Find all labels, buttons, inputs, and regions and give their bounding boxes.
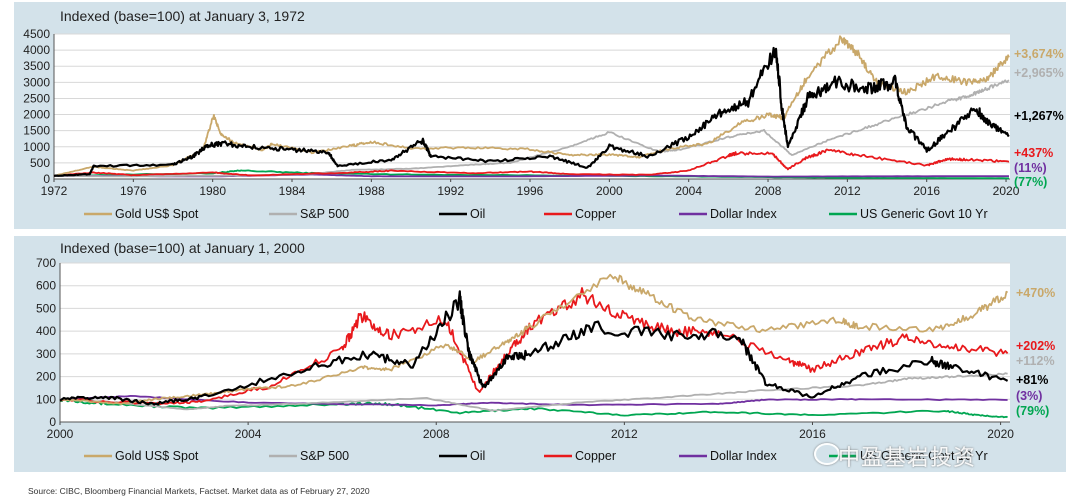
end-label-copper: +437%	[1014, 146, 1053, 160]
legend-label-tenyr: US Generic Govt 10 Yr	[860, 207, 988, 221]
x-tick-label: 2004	[675, 184, 702, 198]
x-tick-label: 1984	[279, 184, 306, 198]
y-tick-label: 3500	[23, 59, 50, 73]
end-label-copper: +202%	[1016, 339, 1055, 353]
wechat-icon	[814, 443, 840, 465]
y-tick-label: 600	[36, 279, 56, 293]
x-tick-label: 2020	[987, 427, 1014, 441]
y-tick-label: 1500	[23, 124, 50, 138]
end-label-oil: +81%	[1016, 373, 1048, 387]
y-tick-label: 400	[36, 324, 56, 338]
end-label-gold: +3,674%	[1014, 47, 1064, 61]
x-tick-label: 2012	[834, 184, 861, 198]
x-tick-label: 2008	[755, 184, 782, 198]
x-tick-label: 1980	[199, 184, 226, 198]
chart-panel-1972: Indexed (base=100) at January 3, 1972 0 5…	[14, 2, 1066, 229]
y-tick-label: 1000	[23, 140, 50, 154]
y-tick-label: 0	[49, 415, 56, 429]
x-tick-label: 2004	[235, 427, 262, 441]
end-label-dollar: (11%)	[1014, 161, 1047, 175]
legend-label-gold: Gold US$ Spot	[115, 449, 199, 463]
chart-title: Indexed (base=100) at January 3, 1972	[60, 8, 305, 24]
y-tick-label: 200	[36, 370, 56, 384]
chart-title: Indexed (base=100) at January 1, 2000	[60, 240, 305, 256]
end-label-gold: +470%	[1016, 286, 1055, 300]
series-line-oil	[53, 46, 1010, 178]
x-tick-label: 1972	[41, 184, 68, 198]
y-tick-label: 3000	[23, 75, 50, 89]
series-line-sp500	[59, 372, 1008, 412]
plot-area	[60, 263, 1010, 422]
legend-label-sp500: S&P 500	[300, 449, 349, 463]
legend-label-sp500: S&P 500	[300, 207, 349, 221]
legend-label-oil: Oil	[470, 449, 485, 463]
series-line-tenyr	[53, 169, 1009, 180]
legend-label-tenyr: US Generic Govt 10 Yr	[860, 449, 988, 463]
chart-1972-svg: 0 500 1000 1500 2000 2500 3000 3500 4000 4500 1972…	[23, 27, 1064, 221]
series-line-copper	[59, 287, 1009, 406]
legend-label-gold: Gold US$ Spot	[115, 207, 199, 221]
x-tick-label: 1976	[120, 184, 147, 198]
x-tick-label: 2012	[611, 427, 638, 441]
end-label-oil: +1,267%	[1014, 109, 1064, 123]
x-tick-label: 2016	[799, 427, 826, 441]
y-tick-label: 100	[36, 392, 56, 406]
legend-label-copper: Copper	[575, 449, 616, 463]
x-tick-label: 1988	[358, 184, 385, 198]
x-tick-label: 1996	[517, 184, 544, 198]
y-tick-label: 2500	[23, 91, 50, 105]
legend-label-oil: Oil	[470, 207, 485, 221]
chart-2000-svg: 0 100 200 300 400 500 600 700 2000 2004 2008 2012 20…	[36, 256, 1055, 463]
end-label-sp500: +2,965%	[1014, 66, 1064, 80]
y-tick-label: 700	[36, 256, 56, 270]
x-tick-label: 2000	[596, 184, 623, 198]
legend-label-copper: Copper	[575, 207, 616, 221]
y-tick-label: 4500	[23, 27, 50, 41]
y-tick-label: 300	[36, 347, 56, 361]
x-tick-label: 1992	[437, 184, 464, 198]
chart-panel-2000: Indexed (base=100) at January 1, 2000 0 1…	[14, 236, 1066, 472]
x-tick-label: 2016	[913, 184, 940, 198]
y-tick-label: 0	[43, 172, 50, 186]
end-label-tenyr: (79%)	[1016, 404, 1049, 418]
x-tick-label: 2000	[47, 427, 74, 441]
series-line-gold	[53, 35, 1010, 177]
series-line-copper	[53, 148, 1010, 177]
y-tick-label: 4000	[23, 43, 50, 57]
end-label-tenyr: (77%)	[1014, 175, 1047, 189]
legend-label-dollar: Dollar Index	[710, 449, 777, 463]
end-label-dollar: (3%)	[1016, 389, 1042, 403]
y-tick-label: 500	[30, 156, 50, 170]
end-label-sp500: +112%	[1016, 354, 1055, 368]
source-note: Source: CIBC, Bloomberg Financial Market…	[28, 486, 370, 496]
watermark: 中盈基岩投资	[838, 446, 977, 471]
x-tick-label: 2020	[993, 184, 1020, 198]
series-line-oil	[59, 290, 1009, 406]
y-tick-label: 2000	[23, 108, 50, 122]
x-tick-label: 2008	[423, 427, 450, 441]
y-tick-label: 500	[36, 301, 56, 315]
legend-label-dollar: Dollar Index	[710, 207, 777, 221]
